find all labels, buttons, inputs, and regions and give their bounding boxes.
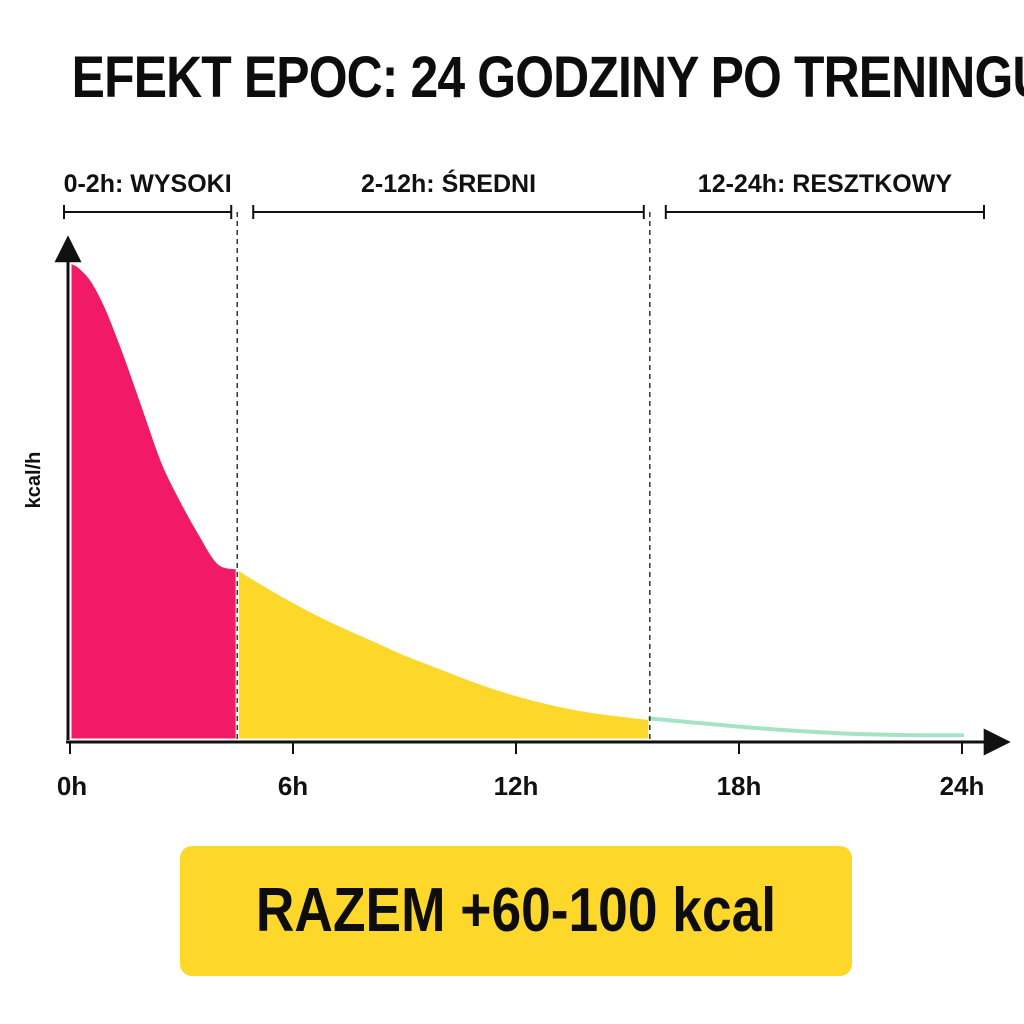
y-axis-label: kcal/h bbox=[23, 452, 45, 509]
x-tick-label-2: 12h bbox=[494, 771, 539, 801]
x-tick-label-4: 24h bbox=[940, 771, 985, 801]
x-tick-label-1: 6h bbox=[278, 771, 308, 801]
page-title: EFEKT EPOC: 24 GODZINY PO TRENINGU bbox=[71, 45, 1024, 110]
residual-curve-line bbox=[647, 716, 964, 738]
phase-label-2: 2-12h: ŚREDNI bbox=[361, 168, 536, 198]
phase-label-1: 0-2h: WYSOKI bbox=[64, 170, 232, 198]
phase-area-2 bbox=[235, 566, 652, 742]
phase-label-3: 12-24h: RESZTKOWY bbox=[698, 170, 953, 198]
x-tick-label-3: 18h bbox=[717, 771, 762, 801]
x-tick-label-0: 0h bbox=[57, 771, 87, 801]
phase-area-1 bbox=[68, 260, 239, 742]
total-text: RAZEM +60-100 kcal bbox=[255, 876, 777, 945]
total-box: RAZEM +60-100 kcal bbox=[180, 846, 852, 976]
